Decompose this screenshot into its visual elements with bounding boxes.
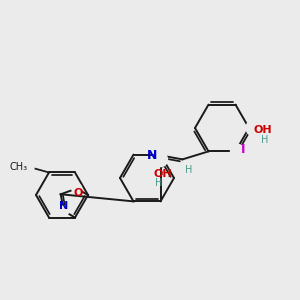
- Text: O: O: [73, 188, 83, 197]
- Circle shape: [246, 120, 262, 136]
- Text: N: N: [59, 201, 68, 211]
- Text: H: H: [185, 165, 192, 176]
- Text: CH₃: CH₃: [10, 163, 28, 172]
- Text: N: N: [147, 149, 158, 162]
- Circle shape: [154, 153, 167, 166]
- Circle shape: [230, 144, 244, 158]
- Circle shape: [154, 149, 166, 161]
- Text: H: H: [261, 135, 268, 145]
- Circle shape: [18, 160, 34, 176]
- Text: OH: OH: [253, 125, 272, 135]
- Text: OH: OH: [153, 169, 172, 178]
- Text: H: H: [155, 178, 162, 188]
- Circle shape: [59, 206, 69, 216]
- Circle shape: [72, 184, 82, 194]
- Text: I: I: [241, 143, 245, 156]
